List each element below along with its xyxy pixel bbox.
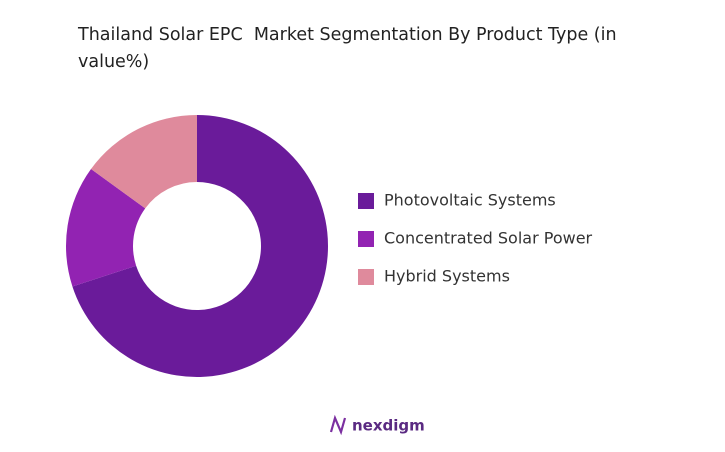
chart-title: Thailand Solar EPC Market Segmentation B… — [78, 25, 623, 72]
brand-icon — [329, 414, 347, 436]
legend-swatch — [358, 231, 374, 247]
legend-swatch — [358, 269, 374, 285]
donut-slice — [72, 115, 329, 377]
donut-slice — [66, 169, 146, 287]
brand-name: nexdigm — [352, 417, 425, 435]
legend-swatch — [358, 193, 374, 209]
donut-slice — [91, 115, 197, 209]
legend-label: Hybrid Systems — [384, 267, 510, 286]
legend-label: Photovoltaic Systems — [384, 191, 556, 210]
brand-logo: nexdigm — [329, 414, 425, 436]
legend-label: Concentrated Solar Power — [384, 229, 593, 248]
